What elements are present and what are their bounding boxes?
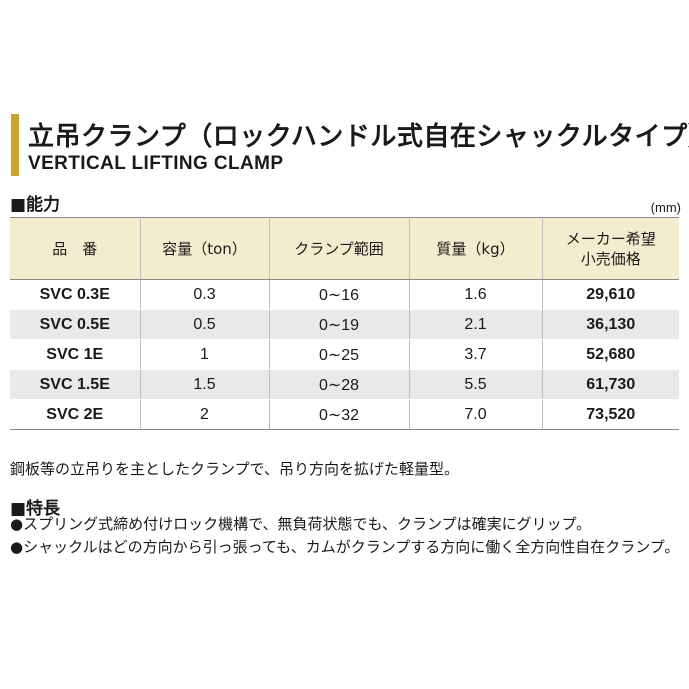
cell-model: SVC 0.5E <box>10 309 141 340</box>
cell-weight: 5.5 <box>409 369 543 400</box>
table-header-row: 品 番 容量（ton） クランプ範囲 質量（kg） メーカー希望 小売価格 <box>10 217 679 280</box>
cell-capacity: 0.5 <box>140 309 270 340</box>
cell-model: SVC 2E <box>10 399 141 430</box>
cell-price: 52,680 <box>542 339 679 370</box>
table-row: SVC 1E 1 0∼25 3.7 52,680 <box>10 339 679 370</box>
cell-clamp-range: 0∼16 <box>269 279 410 310</box>
table-row: SVC 1.5E 1.5 0∼28 5.5 61,730 <box>10 369 679 400</box>
page-title: 立吊クランプ（ロックハンドル式自在シャックルタイプ） <box>28 122 689 152</box>
feature-item: ●シャックルはどの方向から引っ張っても、カムがクランプする方向に働く全方向性自在… <box>10 538 680 556</box>
table-row: SVC 2E 2 0∼32 7.0 73,520 <box>10 399 679 430</box>
features-heading: ■特長 <box>10 499 61 519</box>
column-header-price: メーカー希望 小売価格 <box>542 217 679 280</box>
title-accent-bar <box>11 114 19 176</box>
unit-note: (mm) <box>650 200 681 215</box>
cell-capacity: 2 <box>140 399 270 430</box>
column-header-model: 品 番 <box>10 217 141 280</box>
cell-price: 29,610 <box>542 279 679 310</box>
cell-weight: 2.1 <box>409 309 543 340</box>
cell-price: 36,130 <box>542 309 679 340</box>
page-subtitle: VERTICAL LIFTING CLAMP <box>28 153 284 174</box>
cell-clamp-range: 0∼28 <box>269 369 410 400</box>
cell-price: 73,520 <box>542 399 679 430</box>
column-header-capacity: 容量（ton） <box>140 217 270 280</box>
cell-clamp-range: 0∼25 <box>269 339 410 370</box>
product-description: 鋼板等の立吊りを主としたクランプで、吊り方向を拡げた軽量型。 <box>10 460 459 478</box>
table-row: SVC 0.3E 0.3 0∼16 1.6 29,610 <box>10 279 679 310</box>
column-header-clamp-range: クランプ範囲 <box>269 217 410 280</box>
feature-item: ●スプリング式締め付けロック機構で、無負荷状態でも、クランプは確実にグリップ。 <box>10 515 592 533</box>
cell-capacity: 1 <box>140 339 270 370</box>
cell-model: SVC 1.5E <box>10 369 141 400</box>
cell-model: SVC 1E <box>10 339 141 370</box>
capacity-table: 品 番 容量（ton） クランプ範囲 質量（kg） メーカー希望 小売価格 SV… <box>10 217 679 430</box>
table-row: SVC 0.5E 0.5 0∼19 2.1 36,130 <box>10 309 679 340</box>
cell-weight: 3.7 <box>409 339 543 370</box>
capacity-heading: ■能力 <box>10 195 61 215</box>
cell-model: SVC 0.3E <box>10 279 141 310</box>
cell-clamp-range: 0∼32 <box>269 399 410 430</box>
column-header-weight: 質量（kg） <box>409 217 543 280</box>
cell-price: 61,730 <box>542 369 679 400</box>
cell-capacity: 0.3 <box>140 279 270 310</box>
cell-clamp-range: 0∼19 <box>269 309 410 340</box>
cell-capacity: 1.5 <box>140 369 270 400</box>
cell-weight: 7.0 <box>409 399 543 430</box>
cell-weight: 1.6 <box>409 279 543 310</box>
